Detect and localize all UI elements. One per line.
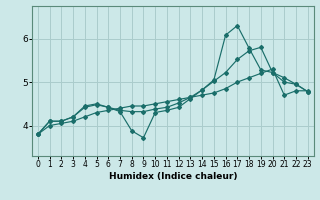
X-axis label: Humidex (Indice chaleur): Humidex (Indice chaleur) [108, 172, 237, 181]
